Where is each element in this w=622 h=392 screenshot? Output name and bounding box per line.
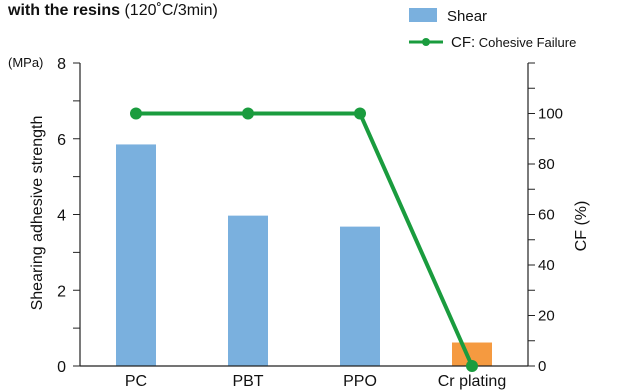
cf-point-pc xyxy=(130,107,142,120)
legend-marker-cf xyxy=(422,38,430,46)
y-left-unit: (MPa) xyxy=(8,55,43,70)
cf-point-cr-plating xyxy=(466,360,478,372)
bar-pc xyxy=(116,144,156,366)
legend-label-cf-prefix: CF: xyxy=(451,34,475,51)
x-tick-label: PC xyxy=(125,373,147,390)
chart-title-bold: with the resins xyxy=(8,2,121,19)
legend: Shear CF: Cohesive Failure xyxy=(409,8,576,51)
y-left-tick-label: 8 xyxy=(57,56,66,73)
bar-cr-plating xyxy=(452,342,492,366)
y-right-tick-label: 0 xyxy=(538,358,546,375)
x-tick-label: PPO xyxy=(343,373,377,390)
chart-title: with the resins (120˚C/3min) xyxy=(8,2,218,20)
y-left-tick-label: 2 xyxy=(57,283,66,300)
legend-label-cf-rest: Cohesive Failure xyxy=(475,35,576,50)
y-right-tick-label: 40 xyxy=(538,257,555,274)
cf-point-ppo xyxy=(354,107,366,120)
y-right-tick-label: 60 xyxy=(538,207,555,224)
cf-line xyxy=(136,111,474,367)
legend-label-cf: CF: Cohesive Failure xyxy=(451,34,576,51)
chart-title-condition: (120˚C/3min) xyxy=(120,2,218,19)
y-right-tick-label: 20 xyxy=(538,308,555,325)
y-left-axis-label: Shearing adhesive strength xyxy=(29,116,46,311)
y-left-tick-label: 4 xyxy=(57,208,66,225)
legend-label-shear: Shear xyxy=(447,8,487,25)
legend-swatch-shear xyxy=(409,8,437,22)
x-tick-label: Cr plating xyxy=(438,373,506,390)
y-right-axis-label: CF (%) xyxy=(573,201,590,252)
bar-pbt xyxy=(228,215,268,366)
bar-ppo xyxy=(340,226,380,366)
x-tick-label: PBT xyxy=(232,373,263,390)
y-right-tick-label: 100 xyxy=(538,106,563,123)
cf-point-pbt xyxy=(242,107,254,120)
y-left-tick-label: 0 xyxy=(57,359,66,376)
y-right-tick-label: 80 xyxy=(538,156,555,173)
y-left-tick-label: 6 xyxy=(57,132,66,149)
